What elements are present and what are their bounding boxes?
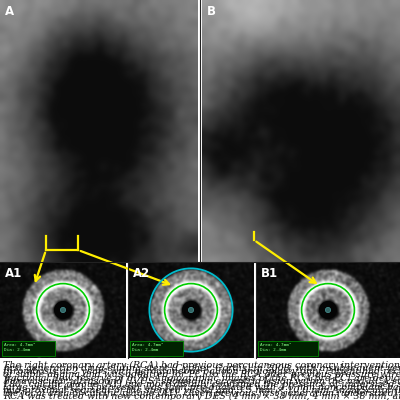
Circle shape — [325, 307, 331, 313]
Text: B1: B1 — [261, 267, 278, 280]
Text: A2: A2 — [133, 267, 150, 280]
Circle shape — [54, 301, 72, 319]
Text: of stable angina and was admitted for PCI to the RCA after previous pressure wir: of stable angina and was admitted for PC… — [3, 370, 400, 380]
Text: A1: A1 — [5, 267, 22, 280]
Circle shape — [319, 301, 337, 319]
Text: mid-proximal segment of the stented vessel and 3.5 mm × 10.0 mm AngioSculpt (Phi: mid-proximal segment of the stented vess… — [3, 386, 400, 395]
Bar — [2, 341, 55, 356]
Text: the focal area of calcific plaque (A1). Given previous first generation (undersi: the focal area of calcific plaque (A1). … — [3, 389, 400, 398]
Text: Area: 4.7mm²
Dia: 2.4mm: Area: 4.7mm² Dia: 2.4mm — [132, 343, 164, 352]
Text: Intravascular ultrasound (IVUS) showed an eccentric lesion within the mid-RCA st: Intravascular ultrasound (IVUS) showed a… — [3, 376, 400, 386]
Circle shape — [188, 307, 194, 313]
Text: fractional flow reserve of 0.78. Angiographic images of the RCA pre-PCI are depi: fractional flow reserve of 0.78. Angiogr… — [3, 374, 400, 382]
Text: A: A — [5, 5, 14, 18]
Circle shape — [60, 307, 66, 313]
Text: B: B — [207, 5, 216, 18]
Text: The right coronary artery (RCA) had previous percutaneous coronary intervention : The right coronary artery (RCA) had prev… — [3, 361, 400, 370]
Bar — [130, 341, 183, 356]
Text: first generation drug-eluting stent (Cypher, Cordis) in 2008, with a subsequent : first generation drug-eluting stent (Cyp… — [3, 364, 400, 374]
Text: thrombosis at 2 years with percutaneous balloon angioplasty only. Patient had re: thrombosis at 2 years with percutaneous … — [3, 367, 400, 376]
Text: large vessel (A2). The vessel was then pre-dilatated with 4.0 mm noncompliant ba: large vessel (A2). The vessel was then p… — [3, 383, 400, 392]
Text: 180° calcific plaque (A1) and more distally confirmed the presence of undersized: 180° calcific plaque (A1) and more dista… — [3, 380, 400, 389]
Text: Area: 4.7mm²
Dia: 2.4mm: Area: 4.7mm² Dia: 2.4mm — [260, 343, 292, 352]
Bar — [258, 341, 318, 356]
Text: RCA was treated with new contemporary DES (4 mm × 38 mm, 4 mm × 38 mm, and 4 mm : RCA was treated with new contemporary DE… — [3, 392, 400, 400]
Text: Area: 4.7mm²
Dia: 2.4mm: Area: 4.7mm² Dia: 2.4mm — [4, 343, 36, 352]
Circle shape — [182, 301, 200, 319]
